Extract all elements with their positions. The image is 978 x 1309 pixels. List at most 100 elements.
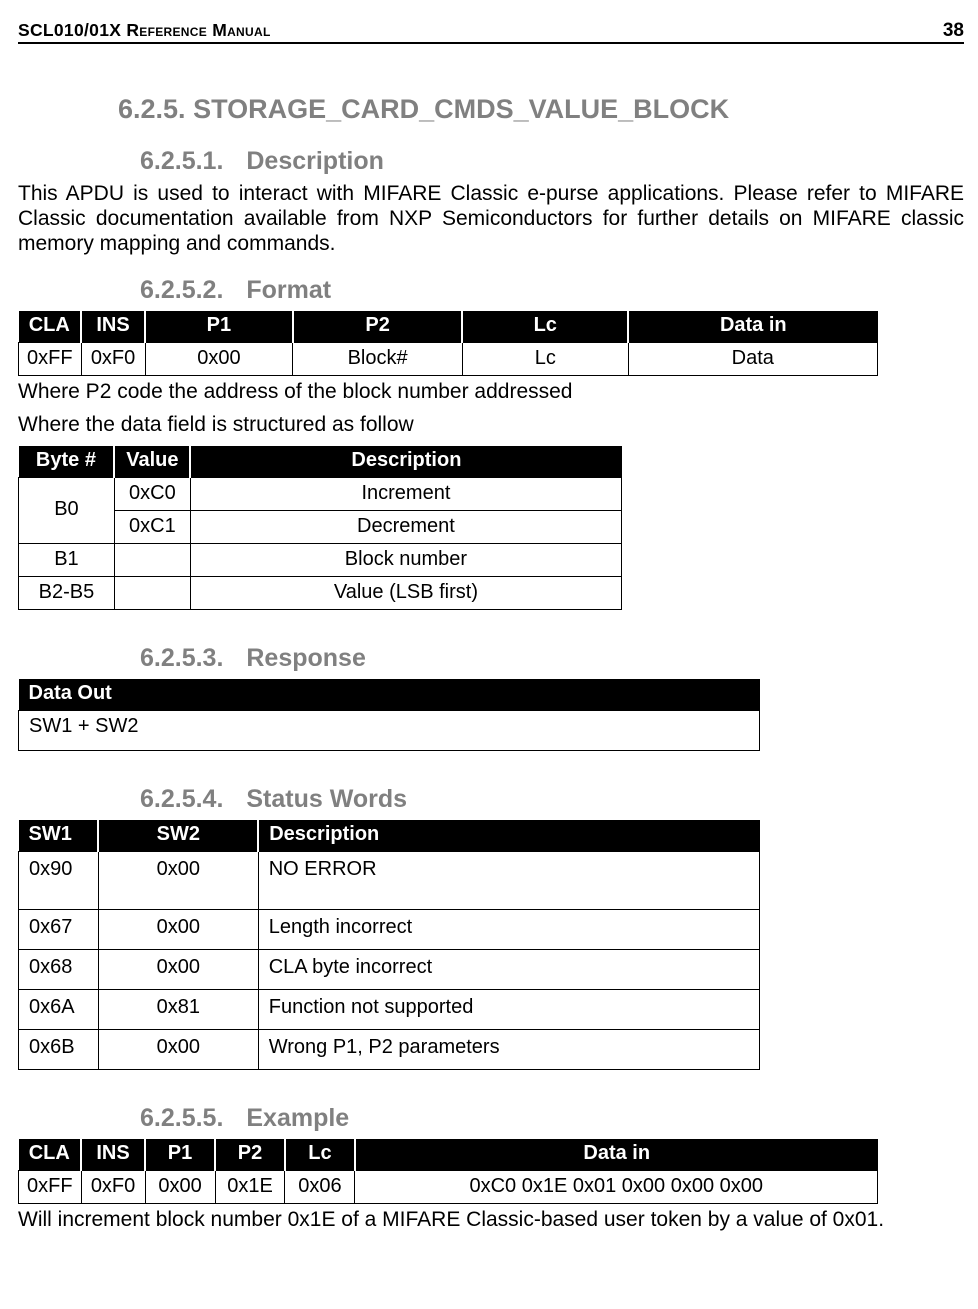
col-ins: INS <box>81 1139 145 1171</box>
spacer <box>18 1074 964 1104</box>
col-lc: Lc <box>462 311 628 343</box>
col-desc: Description <box>258 820 759 852</box>
table-row: 0xFF 0xF0 0x00 0x1E 0x06 0xC0 0x1E 0x01 … <box>19 1170 878 1203</box>
datafield-table: Byte # Value Description B0 0xC0 Increme… <box>18 446 622 610</box>
example-table-wrap: CLA INS P1 P2 Lc Data in 0xFF 0xF0 0x00 … <box>18 1139 964 1204</box>
cell: NO ERROR <box>258 851 759 909</box>
datafield-table-wrap: Byte # Value Description B0 0xC0 Increme… <box>18 446 964 610</box>
table-row: 0x6B 0x00 Wrong P1, P2 parameters <box>19 1029 760 1069</box>
cell: 0xF0 <box>81 1170 145 1203</box>
cell: 0x00 <box>145 343 293 376</box>
description-num: 6.2.5.1. <box>140 147 223 175</box>
cell: B0 <box>19 477 115 543</box>
example-heading: 6.2.5.5. Example <box>140 1104 964 1133</box>
response-heading: 6.2.5.3. Response <box>140 644 964 673</box>
cell: Lc <box>462 343 628 376</box>
cell: 0xC1 <box>114 510 190 543</box>
cell: 0x00 <box>145 1170 215 1203</box>
cell: Decrement <box>190 510 621 543</box>
cell: Value (LSB first) <box>190 576 621 609</box>
cell: 0x67 <box>19 909 99 949</box>
cell: 0xFF <box>19 343 82 376</box>
table-header-row: Data Out <box>19 679 760 711</box>
table-row: B1 Block number <box>19 543 622 576</box>
cell <box>114 576 190 609</box>
cell: CLA byte incorrect <box>258 949 759 989</box>
cell: 0x81 <box>98 989 258 1029</box>
page-header: SCL010/01X Reference Manual 38 <box>18 20 964 44</box>
table-header-row: Byte # Value Description <box>19 446 622 478</box>
response-title: Response <box>246 644 365 672</box>
response-table-wrap: Data Out SW1 + SW2 <box>18 679 964 751</box>
description-title: Description <box>246 147 384 175</box>
col-p2: P2 <box>215 1139 285 1171</box>
example-table: CLA INS P1 P2 Lc Data in 0xFF 0xF0 0x00 … <box>18 1139 878 1204</box>
col-desc: Description <box>190 446 621 478</box>
cell: 0x00 <box>98 949 258 989</box>
cell: 0x1E <box>215 1170 285 1203</box>
status-table: SW1 SW2 Description 0x90 0x00 NO ERROR 0… <box>18 820 760 1070</box>
section-num: 6.2.5. <box>118 94 186 124</box>
table-row: 0x67 0x00 Length incorrect <box>19 909 760 949</box>
col-p1: P1 <box>145 311 293 343</box>
cell: 0x6A <box>19 989 99 1029</box>
page-container: SCL010/01X Reference Manual 38 6.2.5. ST… <box>0 0 978 1263</box>
cell: Block# <box>293 343 463 376</box>
example-note: Will increment block number 0x1E of a MI… <box>18 1208 964 1233</box>
table-row: 0x68 0x00 CLA byte incorrect <box>19 949 760 989</box>
cell: Block number <box>190 543 621 576</box>
cell: Function not supported <box>258 989 759 1029</box>
cell: 0xC0 <box>114 477 190 510</box>
status-title: Status Words <box>246 785 407 813</box>
example-num: 6.2.5.5. <box>140 1104 223 1132</box>
response-table: Data Out SW1 + SW2 <box>18 679 760 751</box>
format-num: 6.2.5.2. <box>140 276 223 304</box>
cell: Increment <box>190 477 621 510</box>
table-row: 0x6A 0x81 Function not supported <box>19 989 760 1029</box>
col-cla: CLA <box>19 1139 82 1171</box>
description-heading: 6.2.5.1. Description <box>140 147 964 176</box>
table-row: SW1 + SW2 <box>19 710 760 750</box>
table-row: B2-B5 Value (LSB first) <box>19 576 622 609</box>
col-p1: P1 <box>145 1139 215 1171</box>
cell: 0x6B <box>19 1029 99 1069</box>
format-heading: 6.2.5.2. Format <box>140 276 964 305</box>
cell: B2-B5 <box>19 576 115 609</box>
col-byte: Byte # <box>19 446 115 478</box>
format-note1: Where P2 code the address of the block n… <box>18 380 964 405</box>
cell: 0xC0 0x1E 0x01 0x00 0x00 0x00 <box>355 1170 878 1203</box>
cell: Wrong P1, P2 parameters <box>258 1029 759 1069</box>
doc-title: SCL010/01X Reference Manual <box>18 20 271 41</box>
cell: 0xFF <box>19 1170 82 1203</box>
cell: 0x00 <box>98 851 258 909</box>
spacer <box>18 614 964 644</box>
format-table: CLA INS P1 P2 Lc Data in 0xFF 0xF0 0x00 … <box>18 311 878 376</box>
response-num: 6.2.5.3. <box>140 644 223 672</box>
spacer <box>18 755 964 785</box>
doc-title-text: SCL010/01X Reference Manual <box>18 20 271 40</box>
format-note2: Where the data field is structured as fo… <box>18 413 964 438</box>
cell: 0x68 <box>19 949 99 989</box>
table-header-row: CLA INS P1 P2 Lc Data in <box>19 311 878 343</box>
format-title: Format <box>246 276 331 304</box>
col-p2: P2 <box>293 311 463 343</box>
col-datain: Data in <box>628 311 877 343</box>
cell <box>114 543 190 576</box>
col-ins: INS <box>81 311 145 343</box>
col-datain: Data in <box>355 1139 878 1171</box>
col-dataout: Data Out <box>19 679 760 711</box>
cell: B1 <box>19 543 115 576</box>
table-row: 0x90 0x00 NO ERROR <box>19 851 760 909</box>
section-heading: 6.2.5. STORAGE_CARD_CMDS_VALUE_BLOCK <box>118 94 964 125</box>
col-value: Value <box>114 446 190 478</box>
cell: Length incorrect <box>258 909 759 949</box>
col-sw2: SW2 <box>98 820 258 852</box>
cell: Data <box>628 343 877 376</box>
page-number: 38 <box>943 20 964 42</box>
table-row: B0 0xC0 Increment <box>19 477 622 510</box>
cell: 0xF0 <box>81 343 145 376</box>
col-lc: Lc <box>285 1139 355 1171</box>
cell: 0x00 <box>98 909 258 949</box>
status-table-wrap: SW1 SW2 Description 0x90 0x00 NO ERROR 0… <box>18 820 964 1070</box>
cell: 0x90 <box>19 851 99 909</box>
